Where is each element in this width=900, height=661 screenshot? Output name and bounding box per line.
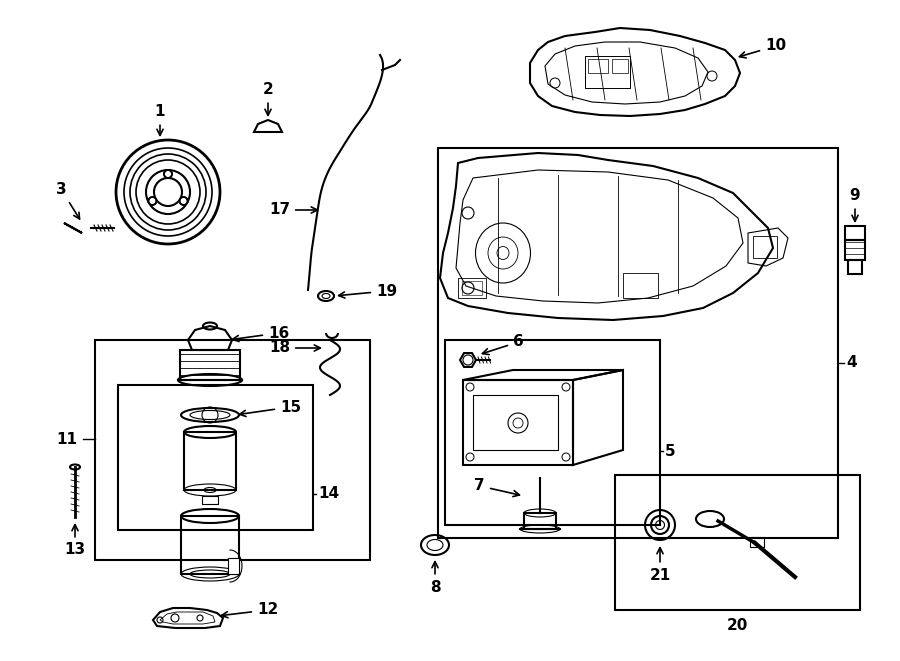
Text: 11: 11 <box>56 432 77 446</box>
Circle shape <box>180 197 187 205</box>
Text: 20: 20 <box>727 617 748 633</box>
Bar <box>462 281 482 295</box>
Text: 7: 7 <box>474 479 519 496</box>
Bar <box>458 278 486 298</box>
Bar <box>184 432 236 490</box>
Bar <box>750 537 764 547</box>
Bar <box>845 240 865 260</box>
Text: 5: 5 <box>665 444 676 459</box>
Bar <box>524 513 556 529</box>
Bar <box>118 385 313 530</box>
Bar <box>202 496 218 504</box>
Bar <box>95 340 370 560</box>
Bar <box>753 236 777 258</box>
Bar <box>445 340 660 525</box>
Text: 10: 10 <box>740 38 786 58</box>
Text: 4: 4 <box>846 355 857 370</box>
Bar <box>585 56 630 88</box>
Bar <box>612 59 628 73</box>
Text: 8: 8 <box>429 562 440 594</box>
Text: 13: 13 <box>65 525 86 557</box>
Text: 1: 1 <box>155 104 166 136</box>
Circle shape <box>164 170 172 178</box>
Bar <box>845 226 865 240</box>
Bar <box>588 59 608 73</box>
Text: 9: 9 <box>850 188 860 221</box>
Text: 16: 16 <box>232 325 289 342</box>
Text: 19: 19 <box>338 284 397 299</box>
Text: 12: 12 <box>221 602 278 618</box>
Polygon shape <box>228 558 239 574</box>
Text: 3: 3 <box>57 182 79 219</box>
Bar <box>615 475 860 610</box>
Text: 2: 2 <box>263 83 274 116</box>
Text: 15: 15 <box>239 399 302 416</box>
Text: 17: 17 <box>269 202 318 217</box>
Text: 6: 6 <box>482 334 524 354</box>
Bar <box>848 260 862 274</box>
Bar <box>463 380 573 465</box>
Bar <box>473 395 558 450</box>
Bar <box>438 148 838 538</box>
Circle shape <box>148 197 157 205</box>
Bar <box>181 516 239 574</box>
Text: 14: 14 <box>318 486 339 501</box>
Text: 21: 21 <box>650 548 670 582</box>
Bar <box>180 350 240 380</box>
Bar <box>623 273 658 298</box>
Text: 18: 18 <box>269 340 320 356</box>
